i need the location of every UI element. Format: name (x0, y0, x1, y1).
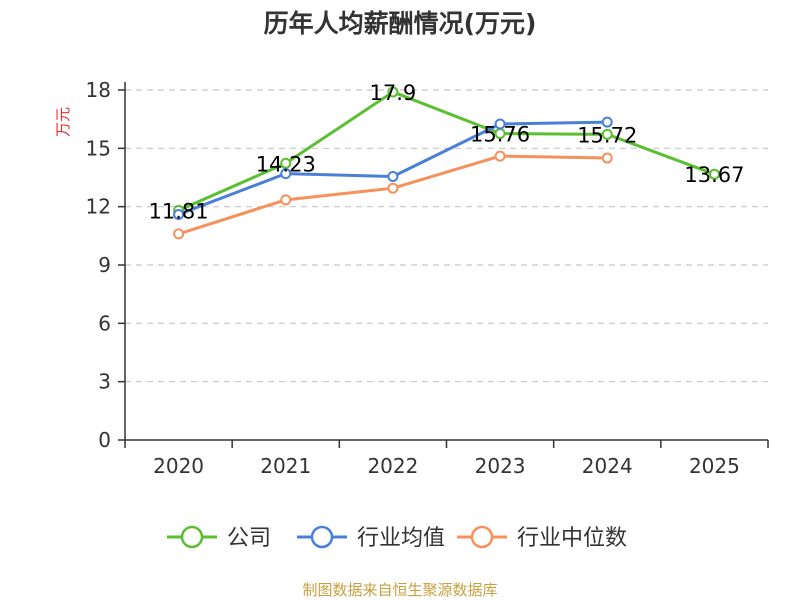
series-1 (173, 116, 613, 220)
data-point-0-2021 (280, 157, 292, 169)
y-tick-label-9: 9 (98, 253, 111, 277)
data-point-2-2024 (601, 152, 613, 164)
data-point-2-2023 (494, 150, 506, 162)
data-label-2024: 15.72 (577, 123, 637, 147)
data-labels: 11.81 14.23 17.9 15.76 15.72 13.67 (149, 81, 745, 223)
y-axis-unit-label: 万元 (54, 107, 72, 137)
data-point-0-2022 (387, 86, 399, 98)
data-point-2-2020 (173, 228, 185, 240)
y-tick-label-15: 15 (86, 136, 111, 160)
y-tick-label-0: 0 (98, 428, 111, 452)
data-point-1-2024 (601, 116, 613, 128)
legend-item-1[interactable]: 行业均值 (297, 525, 445, 551)
x-tick-label-2024: 2024 (582, 454, 633, 478)
x-tick-label-2020: 2020 (153, 454, 204, 478)
legend-marker-2 (470, 525, 494, 549)
y-tick-label-3: 3 (98, 370, 111, 394)
y-tick-label-12: 12 (86, 195, 111, 219)
y-tick-label-18: 18 (86, 78, 111, 102)
data-label-2023: 15.76 (470, 123, 530, 147)
data-label-2021: 14.23 (256, 152, 316, 176)
x-tick-label-2023: 2023 (475, 454, 526, 478)
series-lines (173, 86, 720, 240)
data-point-0-2025 (708, 168, 720, 180)
data-point-1-2021 (280, 168, 292, 180)
y-tick-label-6: 6 (98, 311, 111, 335)
data-label-2025: 13.67 (684, 163, 744, 187)
grid-lines (125, 89, 768, 383)
legend-item-0[interactable]: 公司 (167, 525, 271, 551)
source-note: 制图数据来自恒生聚源数据库 (302, 581, 497, 599)
data-point-1-2023 (494, 118, 506, 130)
data-point-2-2021 (280, 194, 292, 206)
legend-item-2[interactable]: 行业中位数 (457, 525, 627, 551)
data-point-2-2022 (387, 182, 399, 194)
legend-label-1: 行业均值 (357, 526, 445, 551)
data-point-0-2024 (601, 128, 613, 140)
legend-marker-1 (310, 525, 334, 549)
x-tick-label-2022: 2022 (367, 454, 418, 478)
axes: 0 3 6 9 12 15 18 2020 2021 2022 2023 2024 2025 (86, 78, 769, 478)
chart-title: 历年人均薪酬情况(万元) (264, 9, 537, 38)
data-label-2020: 11.81 (149, 199, 209, 223)
data-label-2022: 17.9 (370, 81, 417, 105)
series-line-1 (178, 120, 608, 216)
legend-marker-0 (180, 525, 204, 549)
x-tick-label-2025: 2025 (689, 454, 740, 478)
series-line-2 (178, 154, 608, 236)
x-tick-label-2021: 2021 (260, 454, 311, 478)
series-line-0 (177, 90, 715, 212)
data-point-1-2022 (387, 171, 399, 183)
legend-label-2: 行业中位数 (517, 526, 627, 551)
series-2 (173, 150, 613, 240)
legend-label-0: 公司 (227, 526, 271, 551)
legend[interactable]: 公司 行业均值 行业中位数 (167, 525, 627, 551)
data-point-1-2020 (173, 208, 185, 220)
